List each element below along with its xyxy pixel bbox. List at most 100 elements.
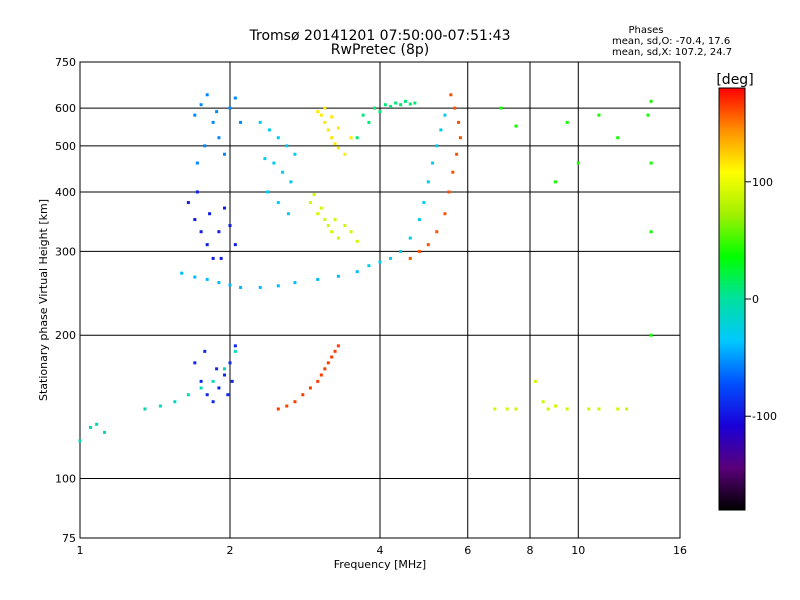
echo-point [205, 243, 209, 247]
echo-point [233, 349, 237, 353]
echo-point [378, 110, 382, 114]
echo-point [330, 115, 334, 119]
y-tick-label: 200 [55, 329, 76, 342]
echo-point [258, 120, 262, 124]
echo-point [215, 110, 219, 114]
echo-point [361, 113, 365, 117]
y-tick-label: 75 [62, 532, 76, 545]
echo-point [426, 243, 430, 247]
echo-point [215, 367, 219, 371]
echo-point [553, 404, 557, 408]
echo-point [316, 110, 320, 114]
echo-point [426, 180, 430, 184]
echo-point [649, 99, 653, 103]
echo-point [211, 120, 215, 124]
echo-point [312, 193, 316, 197]
echo-point [293, 152, 297, 156]
echo-point [285, 404, 289, 408]
echo-point [394, 101, 398, 105]
echo-point [319, 373, 323, 377]
echo-point [158, 404, 162, 408]
y-tick-label: 400 [55, 186, 76, 199]
echo-point [308, 386, 312, 390]
echo-point [228, 224, 232, 228]
stats-line-o: mean, sd,O: -70.4, 17.6 [612, 36, 730, 47]
echo-point [266, 190, 270, 194]
echo-point [451, 170, 455, 174]
colorbar-label: [deg] [716, 72, 753, 88]
stats-title: Phases [628, 25, 663, 36]
echo-point [316, 212, 320, 216]
echo-point [546, 407, 550, 411]
echo-point [389, 256, 393, 260]
echo-point [199, 379, 203, 383]
y-tick-label: 500 [55, 140, 76, 153]
echo-point [349, 230, 353, 234]
echo-point [223, 373, 227, 377]
echo-point [223, 206, 227, 210]
y-axis-label: Stationary phase Virtual Height [km] [37, 199, 50, 401]
plot-area: 1 2 4 6 8 10 16 75 100 200 300 400 500 600 750 [55, 56, 687, 557]
echo-point [336, 274, 340, 278]
echo-point [323, 367, 327, 371]
echo-point [205, 93, 209, 97]
echo-point [228, 361, 232, 365]
echo-point [199, 386, 203, 390]
echo-point [399, 103, 403, 107]
echo-point [403, 99, 407, 103]
echo-point [228, 283, 232, 287]
echo-point [625, 407, 629, 411]
echo-point [193, 361, 197, 365]
echo-point [333, 349, 337, 353]
x-tick-label: 6 [464, 544, 471, 557]
echo-point [336, 146, 340, 150]
echo-point [186, 201, 190, 205]
echo-point [616, 407, 620, 411]
echo-point [565, 407, 569, 411]
echo-point [103, 430, 107, 434]
echo-point [316, 277, 320, 281]
echo-point [89, 425, 93, 429]
echo-point [319, 206, 323, 210]
colorbar-tick-label: 100 [752, 176, 773, 189]
echo-point [267, 128, 271, 132]
echo-point [233, 344, 237, 348]
echo-point [649, 333, 653, 337]
echo-point [78, 439, 82, 443]
echo-point [435, 230, 439, 234]
echo-point [223, 367, 227, 371]
echo-point [193, 218, 197, 222]
echo-point [408, 256, 412, 260]
echo-point [211, 256, 215, 260]
echo-point [217, 230, 221, 234]
echo-point [323, 218, 327, 222]
echo-point [514, 124, 518, 128]
y-tick-label: 300 [55, 245, 76, 258]
echo-point [217, 136, 221, 140]
echo-point [417, 218, 421, 222]
echo-point [217, 281, 221, 285]
echo-point [285, 144, 289, 148]
echo-point [493, 407, 497, 411]
echo-point [443, 113, 447, 117]
echo-point [276, 284, 280, 288]
echo-point [597, 407, 601, 411]
echo-point [326, 361, 330, 365]
x-tick-label: 4 [377, 544, 384, 557]
echo-point [301, 393, 305, 397]
echo-point [276, 201, 280, 205]
x-axis-label: Frequency [MHz] [334, 558, 426, 571]
echo-point [319, 113, 323, 117]
echo-point [333, 218, 337, 222]
echo-point [293, 281, 297, 285]
colorbar-tick-layer: 100 0 -100 [745, 176, 777, 423]
echo-point [587, 407, 591, 411]
echo-point [336, 344, 340, 348]
echo-point [143, 407, 147, 411]
echo-point [323, 120, 327, 124]
echo-point [343, 224, 347, 228]
echo-point [417, 249, 421, 253]
echo-point [203, 349, 207, 353]
echo-point [399, 249, 403, 253]
echo-point [199, 230, 203, 234]
